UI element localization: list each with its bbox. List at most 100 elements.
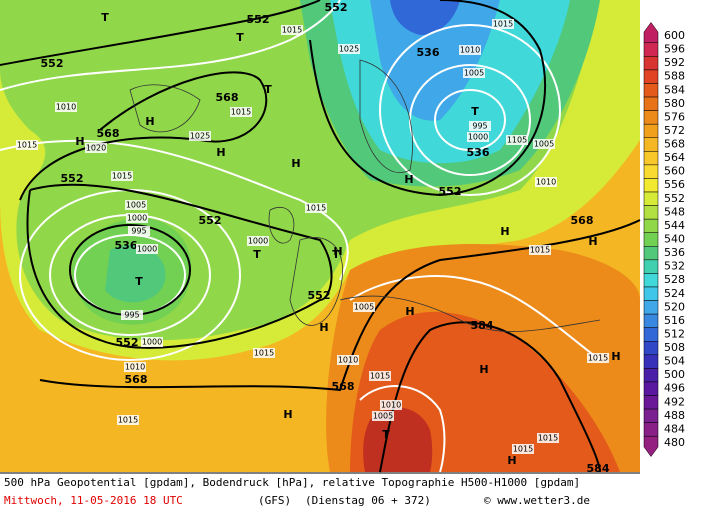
contour-label: 568 (216, 91, 239, 104)
contour-label: H (588, 235, 597, 248)
contour-label: T (382, 428, 390, 441)
isobar-label: 1015 (530, 246, 550, 255)
legend-swatch (643, 395, 659, 410)
field-red (363, 407, 433, 472)
legend-swatch (643, 83, 659, 98)
contour-label: 552 (439, 185, 462, 198)
field-darkblue (390, 0, 460, 35)
label-box (467, 132, 489, 142)
legend-label: 504 (664, 355, 685, 368)
legend-swatch (643, 341, 659, 356)
legend-label: 568 (664, 138, 685, 151)
legend-label: 484 (664, 422, 685, 435)
contour-label: 584 (587, 462, 610, 475)
label-box (230, 107, 252, 117)
isobar-label: 1010 (381, 401, 401, 410)
isobar-label: 1010 (460, 46, 480, 55)
label-box (380, 400, 402, 410)
contour-label: 552 (61, 172, 84, 185)
isobar-label: 1025 (190, 132, 210, 141)
label-box (535, 177, 557, 187)
field-low-core (105, 244, 166, 303)
isobar-label: 1010 (338, 356, 358, 365)
legend-label: 548 (664, 205, 685, 218)
legend-swatch (643, 408, 659, 423)
contour-label: 568 (97, 127, 120, 140)
isobar-label: 1010 (125, 363, 145, 372)
legend-swatch (643, 69, 659, 84)
label-box (369, 371, 391, 381)
legend-swatch (643, 286, 659, 301)
caption: 500 hPa Geopotential [gpdam], Bodendruck… (4, 476, 580, 489)
isobar-label: 1015 (370, 372, 390, 381)
label-box (492, 19, 514, 29)
contour-label: 536 (467, 146, 490, 159)
contour-label: 568 (571, 214, 594, 227)
contour-label: H (145, 115, 154, 128)
legend-label: 524 (664, 287, 685, 300)
contour-label: T (101, 11, 109, 24)
contour-label: 552 (116, 336, 139, 349)
legend-swatch (643, 232, 659, 247)
label-box (459, 45, 481, 55)
contour-label: 552 (247, 13, 270, 26)
legend-swatch (643, 381, 659, 396)
label-box (189, 131, 211, 141)
label-box (253, 348, 275, 358)
legend-swatch (643, 178, 659, 193)
contour-label: 584 (471, 319, 494, 332)
contour-label: 568 (332, 380, 355, 393)
contour-label: H (319, 321, 328, 334)
contour-label: 536 (417, 46, 440, 59)
legend-label: 552 (664, 192, 685, 205)
isobar-label: 1015 (112, 172, 132, 181)
legend-swatch (643, 368, 659, 383)
contour-label: T (135, 275, 143, 288)
legend-swatch (643, 313, 659, 328)
legend-label: 564 (664, 151, 685, 164)
label-box (463, 68, 485, 78)
label-box (16, 140, 38, 150)
legend-label: 556 (664, 178, 685, 191)
isobar-label: 1000 (137, 245, 157, 254)
contour-label: H (283, 408, 292, 421)
legend-swatch (643, 218, 659, 233)
contour-label: T (264, 83, 272, 96)
legend-swatch (643, 327, 659, 342)
run: (Dienstag 06 + 372) (305, 494, 431, 507)
height-contours (0, 0, 641, 473)
legend-label: 492 (664, 395, 685, 408)
label-box (136, 244, 158, 254)
legend-label: 508 (664, 341, 685, 354)
label-box (247, 236, 269, 246)
isobar-label: 1005 (354, 303, 374, 312)
model: (GFS) (258, 494, 291, 507)
contour-label: H (333, 245, 342, 258)
isobar-label: 995 (472, 122, 487, 131)
label-box (529, 245, 551, 255)
legend-swatch (643, 137, 659, 152)
contour-label: H (291, 157, 300, 170)
isobar-label: 1025 (339, 45, 359, 54)
contour-label: 552 (308, 289, 331, 302)
isobar-label: 1005 (373, 412, 393, 421)
legend-swatch (643, 273, 659, 288)
isobar-label: 1005 (464, 69, 484, 78)
legend-swatch (643, 246, 659, 261)
isobar-label: 1015 (538, 434, 558, 443)
label-box (305, 203, 327, 213)
legend-label: 512 (664, 327, 685, 340)
label-box (126, 213, 148, 223)
contour-label: T (236, 31, 244, 44)
color-legend: 6005965925885845805765725685645605565525… (643, 22, 685, 457)
legend-swatch (643, 191, 659, 206)
legend-label: 580 (664, 97, 685, 110)
isobar-label: 1015 (254, 349, 274, 358)
isobar-label: 1015 (17, 141, 37, 150)
label-box (55, 102, 77, 112)
legend-label: 500 (664, 368, 685, 381)
legend-label: 520 (664, 300, 685, 313)
label-box (372, 411, 394, 421)
legend-swatch (643, 259, 659, 274)
contour-label: 552 (41, 57, 64, 70)
